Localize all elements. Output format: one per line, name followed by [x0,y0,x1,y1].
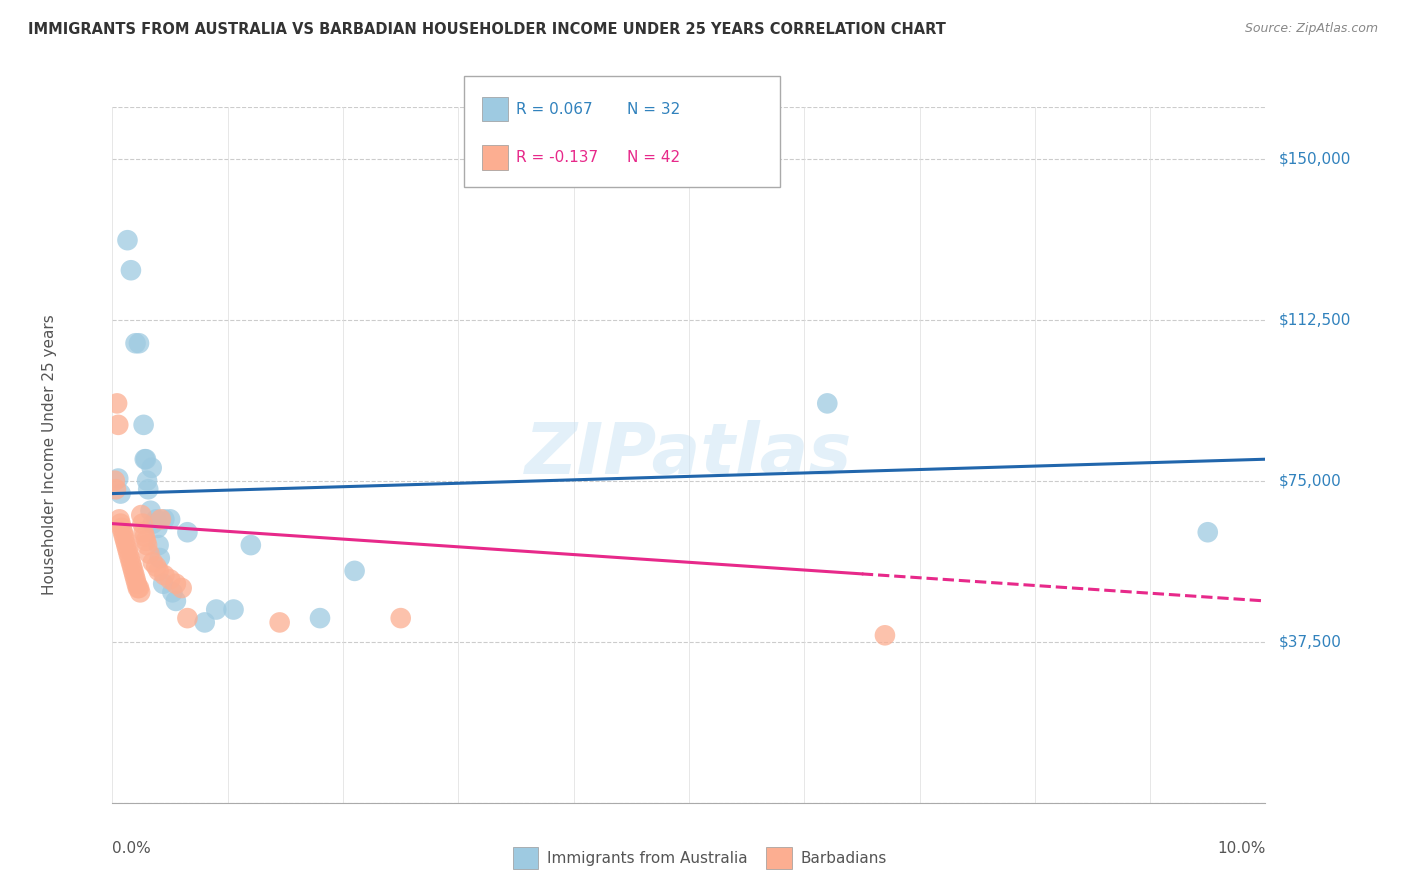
Point [136,538,159,552]
Point [120,263,142,277]
Point [117,233,139,247]
Point [108,512,131,526]
Point [131,516,153,531]
Point [149,512,172,526]
Point [269,615,291,630]
Point [112,529,135,543]
Point [148,538,170,552]
Point [134,452,156,467]
Text: IMMIGRANTS FROM AUSTRALIA VS BARBADIAN HOUSEHOLDER INCOME UNDER 25 YEARS CORRELA: IMMIGRANTS FROM AUSTRALIA VS BARBADIAN H… [28,22,946,37]
Point [107,471,129,485]
Text: R = 0.067: R = 0.067 [516,102,592,117]
Text: Householder Income Under 25 years: Householder Income Under 25 years [42,315,56,595]
Point [176,525,198,540]
Point [134,529,156,543]
Text: $112,500: $112,500 [1279,312,1351,327]
Point [343,564,366,578]
Point [124,336,146,351]
Point [105,396,128,410]
Point [135,452,157,467]
Point [145,512,167,526]
Point [162,585,184,599]
Point [132,525,155,540]
Text: Barbadians: Barbadians [800,851,886,865]
Point [145,559,167,574]
Text: $37,500: $37,500 [1279,634,1343,649]
Point [239,538,262,552]
Point [170,581,193,595]
Point [153,512,176,526]
Point [128,581,150,595]
Point [165,576,187,591]
Point [138,547,160,561]
Point [153,568,176,582]
Point [149,551,172,566]
Point [1197,525,1219,540]
Point [111,521,134,535]
Point [129,585,152,599]
Point [104,483,127,497]
Point [205,602,228,616]
Point [129,508,153,522]
Point [132,417,155,432]
Point [114,533,136,548]
Text: N = 42: N = 42 [627,150,681,165]
Text: Source: ZipAtlas.com: Source: ZipAtlas.com [1244,22,1378,36]
Text: N = 32: N = 32 [627,102,681,117]
Point [136,474,159,488]
Point [104,474,127,488]
Point [117,547,139,561]
Point [146,521,169,535]
Point [142,516,165,531]
Text: $75,000: $75,000 [1279,473,1341,488]
Point [127,581,149,595]
Point [124,568,146,582]
Point [115,538,138,552]
Point [222,602,245,616]
Point [152,576,174,591]
Text: 10.0%: 10.0% [1218,841,1265,856]
Point [128,336,150,351]
Point [121,559,143,574]
Point [148,564,170,578]
Point [135,533,157,548]
Text: R = -0.137: R = -0.137 [516,150,598,165]
Point [194,615,217,630]
Point [309,611,332,625]
Point [110,486,132,500]
Text: 0.0%: 0.0% [112,841,152,856]
Point [111,525,134,540]
Point [815,396,838,410]
Point [389,611,412,625]
Point [176,611,198,625]
Point [125,576,148,591]
Point [118,551,141,566]
Point [139,504,162,518]
Point [141,460,163,475]
Text: Immigrants from Australia: Immigrants from Australia [547,851,748,865]
Point [122,564,145,578]
Point [165,594,187,608]
Point [117,542,139,557]
Text: $150,000: $150,000 [1279,151,1351,166]
Point [124,573,146,587]
Point [120,555,142,569]
Point [107,417,129,432]
Text: ZIPatlas: ZIPatlas [526,420,852,490]
Point [159,573,181,587]
Point [873,628,896,642]
Point [110,516,132,531]
Point [136,483,159,497]
Point [159,512,181,526]
Point [142,555,165,569]
